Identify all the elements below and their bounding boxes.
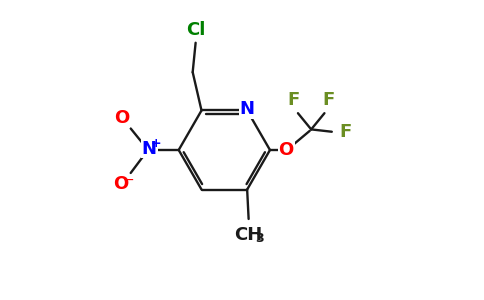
Text: O: O (278, 141, 294, 159)
Text: O: O (114, 109, 129, 127)
Text: −: − (123, 173, 135, 187)
Text: Cl: Cl (186, 20, 205, 38)
Text: O: O (113, 175, 128, 193)
Text: F: F (323, 91, 335, 109)
Text: N: N (142, 140, 157, 158)
Text: +: + (151, 137, 161, 150)
Text: CH: CH (235, 226, 263, 244)
Text: 3: 3 (256, 232, 264, 245)
Text: F: F (339, 123, 351, 141)
Text: F: F (287, 91, 300, 109)
Text: N: N (240, 100, 255, 118)
